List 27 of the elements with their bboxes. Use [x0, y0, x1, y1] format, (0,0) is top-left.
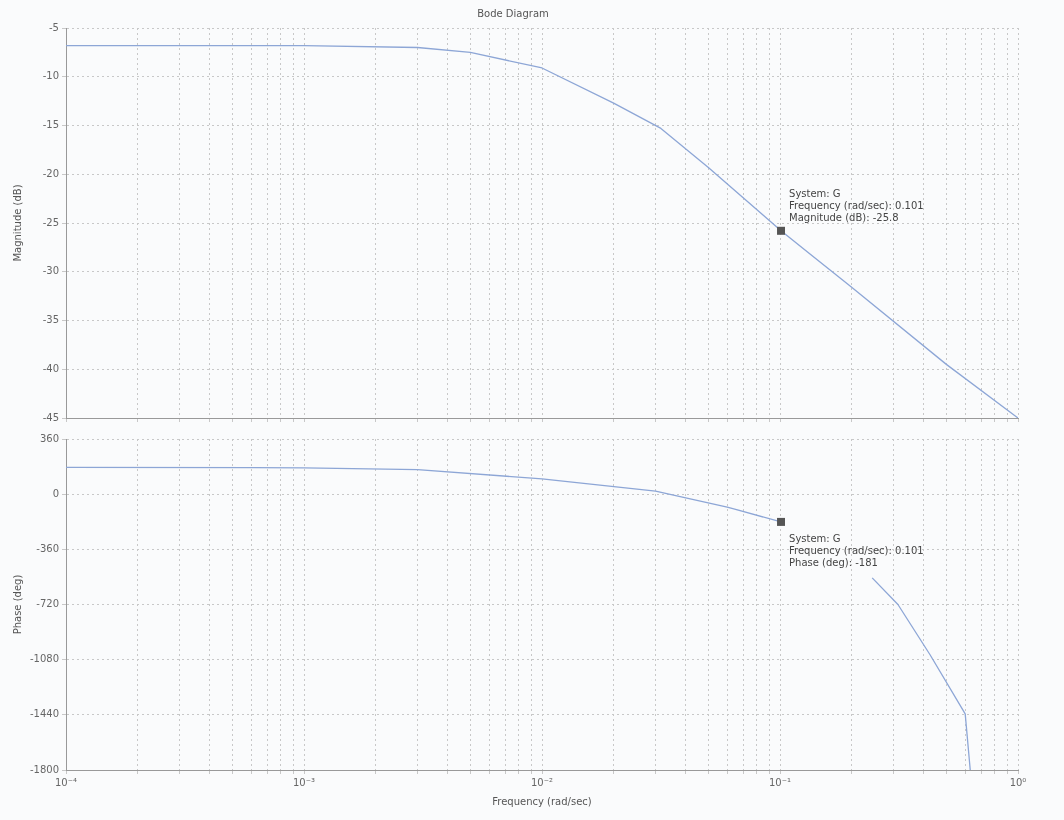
y-tick-label: -25 [42, 216, 59, 228]
y-tick-label: -5 [49, 21, 59, 33]
y-tick-label: -720 [36, 598, 59, 610]
y-tick-label: -45 [42, 411, 59, 423]
y-tick-label: -1800 [29, 763, 59, 775]
chart-title: Bode Diagram [477, 7, 549, 19]
annotation: System: G Frequency (rad/sec): 0.101 Phase (deg): -181 [789, 532, 924, 568]
y-tick-label: -35 [42, 314, 59, 326]
x-axis-title: Frequency (rad/sec) [492, 795, 592, 807]
x-tick-label: 10⁻¹ [768, 776, 792, 788]
y-tick-label: -10 [42, 70, 59, 82]
y-axis-title: Phase (deg) [11, 574, 23, 635]
y-tick-label: -1080 [29, 653, 59, 665]
y-axis-title: Magnitude (dB) [11, 184, 23, 262]
y-tick-label: -360 [36, 542, 59, 554]
x-tick-label: 10⁻³ [292, 776, 316, 788]
y-tick-label: -15 [42, 119, 59, 131]
x-tick-label: 10⁰ [1009, 776, 1027, 788]
y-tick-label: -30 [42, 265, 59, 277]
y-tick-label: -40 [42, 362, 59, 374]
x-tick-label: 10⁻² [530, 776, 554, 788]
y-tick-label: -20 [42, 167, 59, 179]
y-tick-label: -1440 [29, 708, 59, 720]
y-tick-label: 360 [39, 432, 59, 444]
x-tick-label: 10⁻⁴ [54, 776, 78, 788]
annotation: System: G Frequency (rad/sec): 0.101 Magnitude (dB): -25.8 [789, 187, 924, 223]
y-tick-label: 0 [52, 487, 59, 499]
